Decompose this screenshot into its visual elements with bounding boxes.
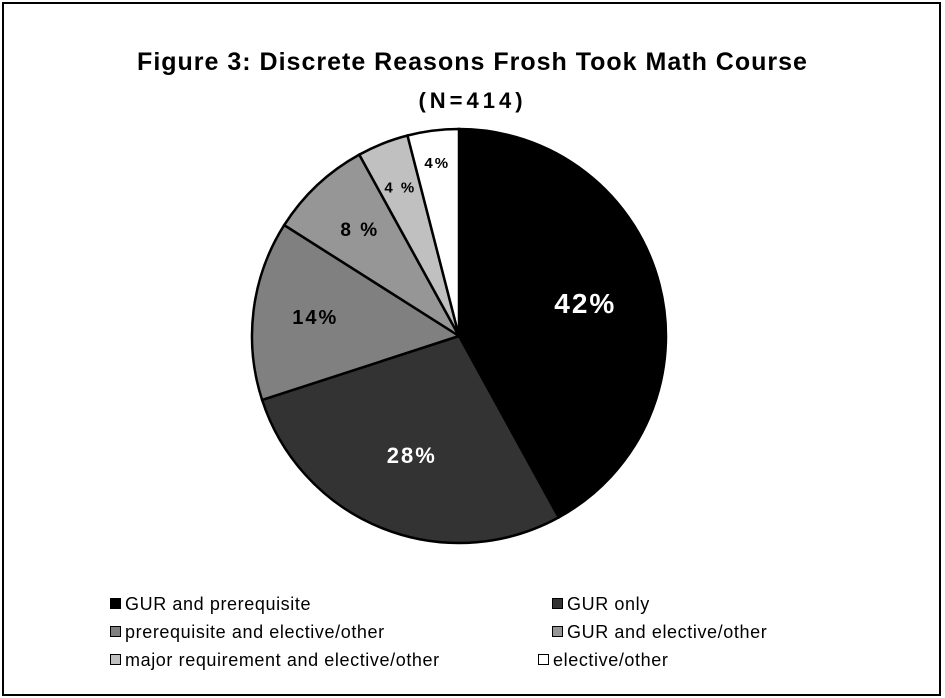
pie-slice xyxy=(457,127,668,520)
pie-slice xyxy=(405,127,461,337)
slice-label: 8 % xyxy=(340,220,379,241)
chart-subtitle: (N=414) xyxy=(418,88,527,113)
slice-label: 28% xyxy=(387,443,437,468)
pie-slice xyxy=(250,223,462,402)
chart-title: Figure 3: Discrete Reasons Frosh Took Ma… xyxy=(137,48,808,76)
slice-label: 42% xyxy=(554,288,616,319)
slice-label: 14% xyxy=(292,307,338,329)
slice-label: 4 % xyxy=(384,179,416,196)
slice-label: 4% xyxy=(424,155,450,172)
pie-slice xyxy=(260,334,561,545)
pie-slice xyxy=(282,152,461,338)
